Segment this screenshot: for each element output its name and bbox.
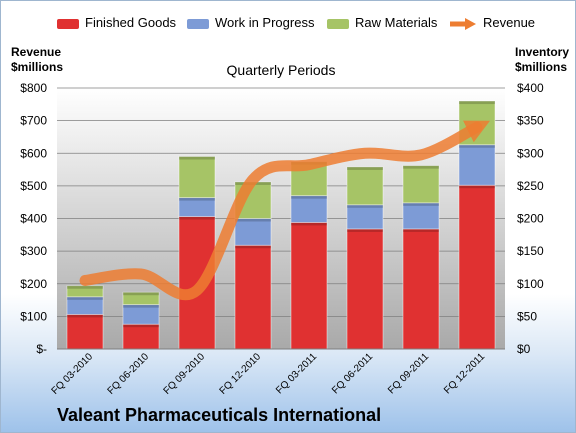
legend-label-raw-materials: Raw Materials [355, 15, 438, 30]
bar-segment-top [67, 296, 103, 300]
right-tick-label: $300 [517, 146, 544, 160]
bar-segment-top [347, 166, 383, 170]
bar-segment-top [347, 228, 383, 232]
right-tick-label: $350 [517, 114, 544, 128]
right-axis-title-line1: Inventory [515, 45, 570, 59]
bar-finished-goods [458, 184, 496, 350]
legend-label-revenue: Revenue [483, 15, 536, 30]
left-tick-label: $100 [20, 309, 47, 323]
bar-segment-top [67, 314, 103, 318]
right-tick-label: $250 [517, 179, 544, 193]
legend-finished-goods: Finished Goods [57, 15, 176, 30]
bar-segment-top [123, 304, 159, 308]
left-axis-title: Revenue $millions [11, 45, 63, 75]
right-tick-label: $100 [517, 277, 544, 291]
bar-segment-top [123, 324, 159, 328]
category-label: FQ 09-2011 [386, 351, 431, 396]
bar-raw-materials [346, 166, 384, 206]
category-label: FQ 12-2011 [442, 351, 487, 396]
legend-revenue: Revenue [449, 15, 535, 30]
right-tick-label: $50 [517, 309, 537, 323]
company-name: Valeant Pharmaceuticals International [57, 405, 382, 425]
bar-segment-top [67, 285, 103, 289]
bar-finished-goods [402, 228, 440, 350]
bar-segment-top [235, 218, 271, 222]
bar-segment-top [179, 216, 215, 220]
left-axis-title-line1: Revenue [11, 45, 62, 59]
legend-work-in-progress: Work in Progress [187, 15, 314, 30]
legend-swatch-finished-goods [57, 18, 79, 29]
bar-segment-top [459, 144, 495, 148]
bar-work-in-progress [402, 202, 440, 230]
category-label: FQ 12-2010 [218, 351, 264, 397]
bar-finished-goods [290, 222, 328, 350]
bar-work-in-progress [458, 144, 496, 186]
bar-raw-materials [122, 291, 160, 306]
bar-segment-top [347, 204, 383, 208]
bar-segment-top [179, 156, 215, 160]
bar-finished-goods [346, 228, 384, 350]
bar-work-in-progress [290, 195, 328, 223]
right-tick-label: $0 [517, 342, 531, 356]
bar-segment-top [403, 202, 439, 206]
bar-segment-top [291, 222, 327, 226]
left-tick-label: $800 [20, 81, 47, 95]
right-tick-label: $150 [517, 244, 544, 258]
left-tick-label: $200 [20, 277, 47, 291]
left-axis-title-line2: $millions [11, 60, 64, 74]
revenue-line [79, 120, 491, 301]
chart-title: Quarterly Periods [227, 62, 336, 78]
left-tick-label: $400 [20, 212, 47, 226]
category-label: FQ 06-2011 [330, 351, 375, 396]
right-tick-label: $400 [517, 81, 544, 95]
left-tick-label: $700 [20, 114, 47, 128]
bar-finished-goods [122, 323, 160, 350]
bar-segment-top [403, 228, 439, 232]
category-label: FQ 06-2010 [106, 351, 152, 397]
category-label: FQ 03-2011 [274, 351, 319, 396]
left-tick-label: $- [36, 342, 47, 356]
left-tick-label: $600 [20, 146, 47, 160]
legend-label-work-in-progress: Work in Progress [215, 15, 315, 30]
left-tick-label: $500 [20, 179, 47, 193]
legend-swatch-work-in-progress [187, 18, 209, 29]
bar-segment-top [291, 195, 327, 199]
right-tick-label: $200 [517, 212, 544, 226]
legend-swatch-raw-materials [327, 18, 349, 29]
bar-segment-top [459, 185, 495, 189]
right-axis-title-line2: $millions [515, 60, 568, 74]
category-label: FQ 03-2010 [50, 351, 96, 397]
bar-segment-top [179, 197, 215, 201]
bar-raw-materials [402, 165, 440, 204]
bar-finished-goods [234, 244, 272, 350]
bar-segment-top [123, 292, 159, 296]
bar-segment-top [459, 101, 495, 105]
left-tick-label: $300 [20, 244, 47, 258]
legend-swatch-revenue [450, 17, 476, 30]
right-axis-title: Inventory $millions [515, 45, 569, 75]
bar-work-in-progress [346, 204, 384, 230]
legend-label-finished-goods: Finished Goods [85, 15, 177, 30]
bar-finished-goods [66, 314, 104, 350]
bar-work-in-progress [234, 218, 272, 246]
legend-raw-materials: Raw Materials [327, 15, 437, 30]
bar-segment-top [235, 245, 271, 249]
bar-segment-top [403, 165, 439, 169]
bar-raw-materials [178, 156, 216, 199]
category-label: FQ 09-2010 [162, 351, 208, 397]
